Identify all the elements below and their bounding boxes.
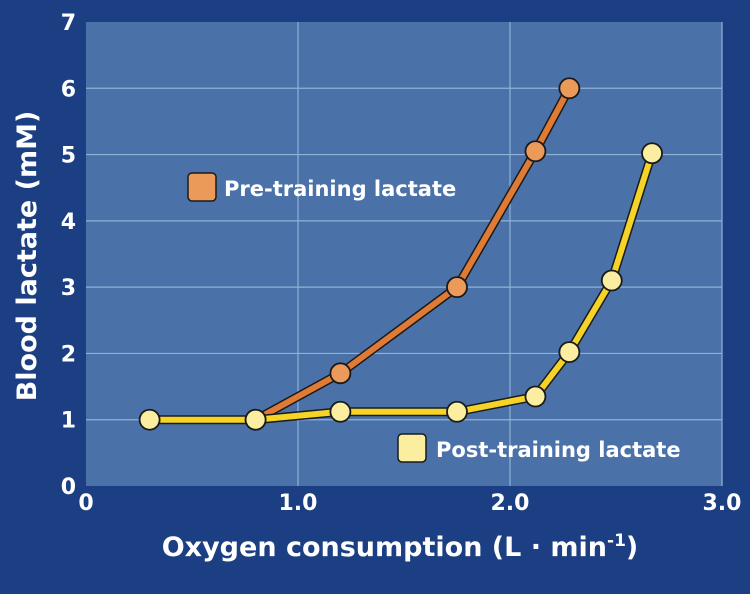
pre-data-point (329, 362, 352, 385)
legend-pre-training: Pre-training lactate (187, 172, 456, 202)
pre-data-point (558, 77, 581, 100)
post-data-point (138, 408, 161, 431)
legend-post-training: Post-training lactate (397, 433, 681, 463)
post-data-point (244, 408, 267, 431)
y-tick-label: 2 (61, 342, 76, 367)
legend-pre-training-swatch (187, 172, 217, 202)
x-axis-title-main: Oxygen consumption (L · min (162, 532, 607, 563)
x-axis-title: Oxygen consumption (L · min-1) (162, 531, 639, 563)
y-tick-label: 4 (61, 210, 76, 235)
tick-labels: 0 1.0 2.0 3.0 0 1 2 3 4 5 6 7 (61, 11, 742, 516)
legend-post-training-label: Post-training lactate (436, 438, 681, 462)
y-tick-label: 6 (61, 77, 76, 102)
pre-data-point (446, 276, 468, 299)
y-tick-label: 3 (61, 276, 76, 301)
pre-data-point (524, 140, 547, 163)
post-series-line (146, 150, 656, 423)
x-axis-title-end: ) (626, 532, 638, 563)
y-tick-label: 7 (61, 11, 76, 36)
post-data-point (524, 385, 547, 408)
x-tick-label: 0 (78, 491, 93, 516)
post-data-point (600, 269, 623, 292)
post-data-point (558, 341, 581, 364)
x-tick-label: 2.0 (491, 491, 530, 516)
x-axis-title-superscript: -1 (607, 531, 626, 551)
y-tick-label: 5 (61, 144, 76, 169)
x-tick-label: 3.0 (703, 491, 742, 516)
y-tick-label: 1 (61, 409, 76, 434)
legend-post-training-swatch (397, 433, 427, 463)
series-layer (138, 77, 663, 431)
post-data-point (446, 400, 468, 423)
post-data-point (641, 142, 663, 165)
x-tick-label: 1.0 (279, 491, 318, 516)
legend-pre-training-label: Pre-training lactate (224, 177, 456, 201)
post-data-point (329, 400, 352, 423)
y-tick-label: 0 (61, 475, 76, 500)
y-axis-title: Blood lactate (mM) (12, 111, 43, 402)
